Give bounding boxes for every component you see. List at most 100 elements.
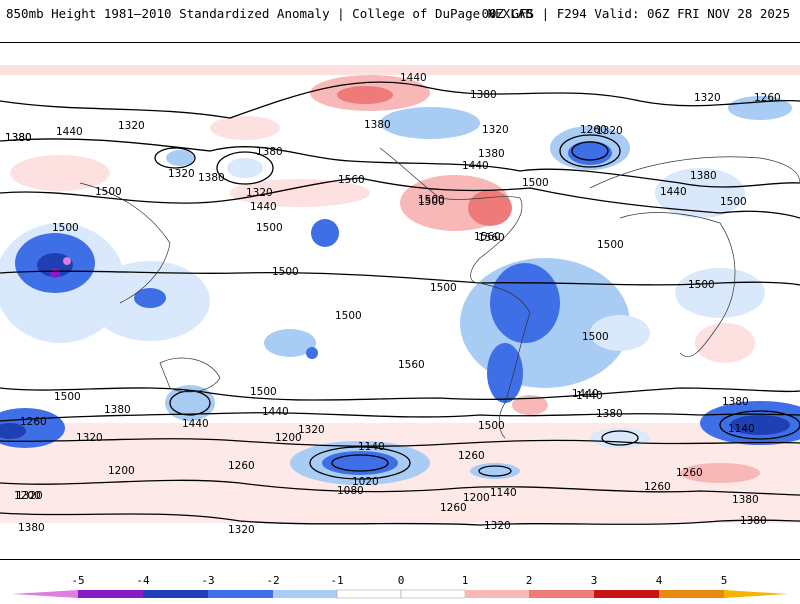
anomaly-negative: [380, 107, 480, 139]
contour-label: 1380: [5, 132, 32, 144]
contour-label: 1500: [256, 222, 283, 234]
contour-label: 1380: [256, 146, 283, 158]
colorbar-segment-zero-pos: [400, 589, 466, 599]
anomaly-negative: [490, 263, 560, 343]
anomaly-negative: [306, 347, 318, 359]
anomaly-negative: [134, 288, 166, 308]
colorbar-segment-neg2: [208, 590, 273, 598]
contour-label: 1440: [262, 406, 289, 418]
contour-label: 1440: [56, 126, 83, 138]
contour-label: 1320: [118, 120, 145, 132]
colorbar-segment-pos5: [724, 590, 788, 598]
contour-label: 1500: [688, 279, 715, 291]
contour-label: 1380: [740, 515, 767, 527]
contour-label: 1440: [250, 201, 277, 213]
anomaly-negative: [311, 219, 339, 247]
anomaly-extreme: [50, 268, 60, 278]
map-panel: 1440 1380 1320 1260 1380 1440 1320 1560 …: [0, 42, 800, 560]
colorbar-tick-label: 2: [526, 574, 533, 587]
contour-label: 1200: [14, 490, 41, 502]
colorbar-tick-label: -4: [136, 574, 150, 587]
colorbar-tick-label: 5: [721, 574, 728, 587]
anomaly-negative: [227, 158, 263, 178]
colorbar-tick-label: 0: [398, 574, 405, 587]
contour-label: 1500: [54, 391, 81, 403]
colorbar-tick-label: 1: [462, 574, 469, 587]
anomaly-positive: [337, 86, 393, 104]
contour-labels: 1440 1380 1320 1260 1380 1440 1320 1560 …: [5, 72, 781, 536]
contour-label: 1560: [338, 174, 365, 186]
contour-label: 1260: [754, 92, 781, 104]
contour-label: 1380: [690, 170, 717, 182]
anomaly-negative: [590, 315, 650, 351]
contour-label: 1320: [228, 524, 255, 536]
contour-label: 1440: [182, 418, 209, 430]
anomaly-negative: [675, 268, 765, 318]
contour-label: 1380: [722, 396, 749, 408]
colorbar-segment-zero-neg: [336, 589, 402, 599]
contour-label: 1320: [168, 168, 195, 180]
colorbar-segment-neg3: [143, 590, 208, 598]
contour-label: 1560: [398, 359, 425, 371]
anomaly-map: 1440 1380 1320 1260 1380 1440 1320 1560 …: [0, 65, 800, 536]
contour-label: 1200: [108, 465, 135, 477]
colorbar: -5 -4 -3 -2 -1 0 1 2 3 4 5: [0, 570, 800, 600]
colorbar-tick-label: -3: [201, 574, 214, 587]
contour-label: 1500: [720, 196, 747, 208]
anomaly-negative: [470, 463, 520, 479]
contour-label: 1200: [463, 492, 490, 504]
contour-label: 1320: [16, 490, 43, 502]
anomaly-positive: [230, 179, 370, 207]
contour-label: 1140: [358, 441, 385, 453]
contour-label: 1380: [5, 132, 32, 144]
colorbar-tick-label: -5: [71, 574, 84, 587]
contour-label: 1320: [596, 125, 623, 137]
colorbar-segment-pos4: [659, 590, 724, 598]
colorbar-tick-label: -2: [266, 574, 279, 587]
anomaly-negative: [264, 329, 316, 357]
colorbar-tick-label: -1: [330, 574, 343, 587]
contour-label: 1380: [732, 494, 759, 506]
contour-label: 1380: [18, 522, 45, 534]
colorbar-segment-pos2: [529, 590, 594, 598]
contour-label: 1200: [275, 432, 302, 444]
anomaly-negative: [568, 141, 612, 165]
contour-label: 1500: [95, 186, 122, 198]
anomaly-positive: [695, 323, 755, 363]
contour-label: 1380: [596, 408, 623, 420]
contour-label: 1560: [474, 231, 501, 243]
contour-label: 1260: [644, 481, 671, 493]
anomaly-negative: [728, 96, 792, 120]
contour-label: 1500: [250, 386, 277, 398]
contour-label: 1500: [52, 222, 79, 234]
contour-label: 1380: [104, 404, 131, 416]
model-run-info: 00Z GFS | F294 Valid: 06Z FRI NOV 28 202…: [481, 6, 790, 21]
contour-label: 1260: [458, 450, 485, 462]
anomaly-negative: [166, 150, 194, 166]
contour-label: 1500: [478, 420, 505, 432]
colorbar-tick-label: 4: [656, 574, 663, 587]
contour-label: 1500: [597, 239, 624, 251]
contour-label: 1320: [694, 92, 721, 104]
anomaly-extreme: [63, 257, 71, 265]
contour-label: 1380: [364, 119, 391, 131]
contour-label: 1260: [580, 124, 607, 136]
contour-label: 1560: [478, 232, 505, 244]
colorbar-segment-pos3: [594, 590, 659, 598]
contour-label: 1260: [228, 460, 255, 472]
contour-label: 1440: [400, 72, 427, 84]
contour-label: 1380: [478, 148, 505, 160]
contour-label: 1500: [430, 282, 457, 294]
contour-label: 1140: [728, 423, 755, 435]
contour-label: 1320: [246, 187, 273, 199]
contour-label: 1140: [490, 487, 517, 499]
contour-label: 1500: [272, 266, 299, 278]
contour-label: 1440: [660, 186, 687, 198]
map-title: 850mb Height 1981–2010 Standardized Anom…: [6, 6, 533, 21]
coastlines: [79, 147, 800, 439]
header: 850mb Height 1981–2010 Standardized Anom…: [0, 0, 800, 28]
colorbar-segment-neg1: [273, 590, 337, 598]
anomaly-positive: [10, 155, 110, 191]
contour-label: 1320: [76, 432, 103, 444]
contour-label: 1500: [418, 196, 445, 208]
